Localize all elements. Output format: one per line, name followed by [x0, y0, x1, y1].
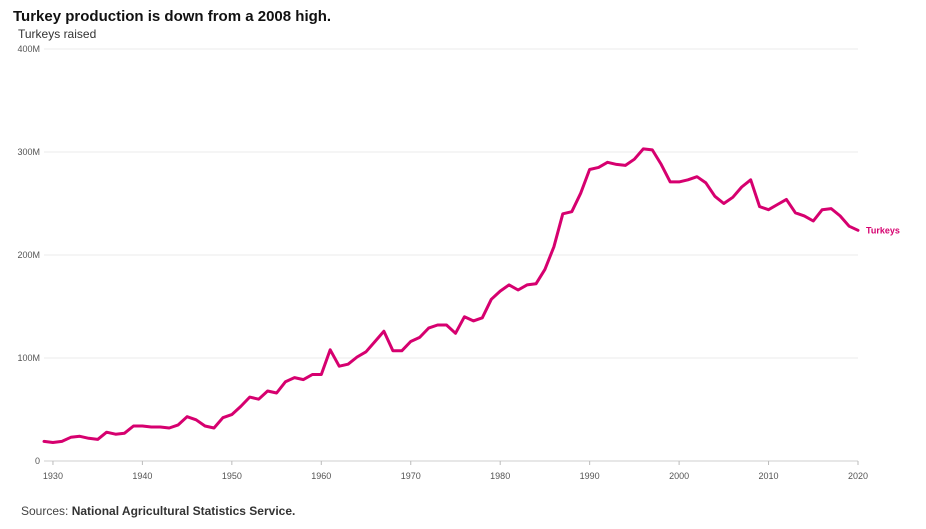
y-tick-label: 300M — [17, 147, 40, 157]
x-tick-label: 2010 — [759, 471, 779, 481]
series-label-turkeys: Turkeys — [866, 225, 900, 235]
source-name: National Agricultural Statistics Service… — [71, 504, 296, 518]
source-prefix: Sources: — [21, 504, 69, 518]
x-tick-label: 1960 — [311, 471, 331, 481]
x-tick-label: 2000 — [669, 471, 689, 481]
x-tick-label: 1970 — [401, 471, 421, 481]
gridlines — [44, 48, 858, 462]
y-tick-label: 100M — [17, 353, 40, 363]
chart-title: Turkey production is down from a 2008 hi… — [13, 8, 332, 25]
source-note: Sources: National Agricultural Statistic… — [21, 504, 295, 518]
series-lines: Turkeys — [42, 147, 900, 444]
y-tick-label: 400M — [17, 44, 40, 54]
x-tick-label: 1950 — [222, 471, 242, 481]
x-tick-label: 2020 — [848, 471, 868, 481]
series-line-turkeys — [42, 147, 860, 444]
x-tick-label: 1930 — [43, 471, 63, 481]
x-axis-ticks: 1930 1940 1950 1960 1970 1980 1990 2000 2010 2020 — [43, 461, 868, 481]
y-tick-label: 200M — [17, 250, 40, 260]
y-tick-label: 0 — [35, 456, 40, 466]
x-tick-label: 1980 — [490, 471, 510, 481]
y-axis-label: Turkeys raised — [18, 27, 97, 41]
y-axis-ticks: 0 100M 200M 300M 400M — [17, 44, 40, 466]
x-tick-label: 1940 — [132, 471, 152, 481]
x-tick-label: 1990 — [580, 471, 600, 481]
